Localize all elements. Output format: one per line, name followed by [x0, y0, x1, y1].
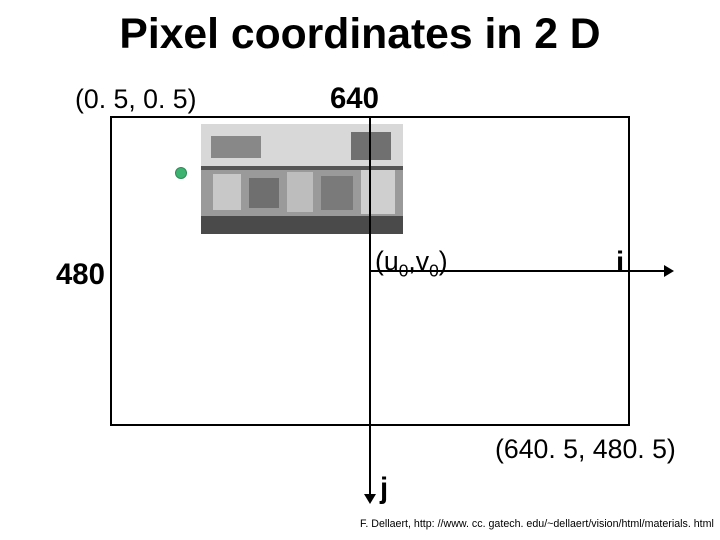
height-label: 480	[56, 258, 105, 292]
room-thumbnail	[201, 124, 403, 234]
slide: Pixel coordinates in 2 D (0. 5, 0. 5) 64…	[0, 0, 720, 540]
origin-label: (0. 5, 0. 5)	[75, 84, 197, 115]
width-label: 640	[330, 82, 379, 116]
principal-point-label: (u0,v0)	[375, 246, 448, 281]
j-axis-arrow	[364, 494, 376, 504]
j-axis-line	[369, 116, 371, 496]
credit-line: F. Dellaert, http: //www. cc. gatech. ed…	[360, 518, 714, 530]
i-axis-label: i	[616, 246, 624, 280]
slide-title: Pixel coordinates in 2 D	[0, 10, 720, 59]
i-axis-arrow	[664, 265, 674, 277]
j-axis-label: j	[380, 472, 388, 506]
bottom-right-label: (640. 5, 480. 5)	[495, 434, 676, 465]
sample-pixel-dot	[175, 167, 187, 179]
